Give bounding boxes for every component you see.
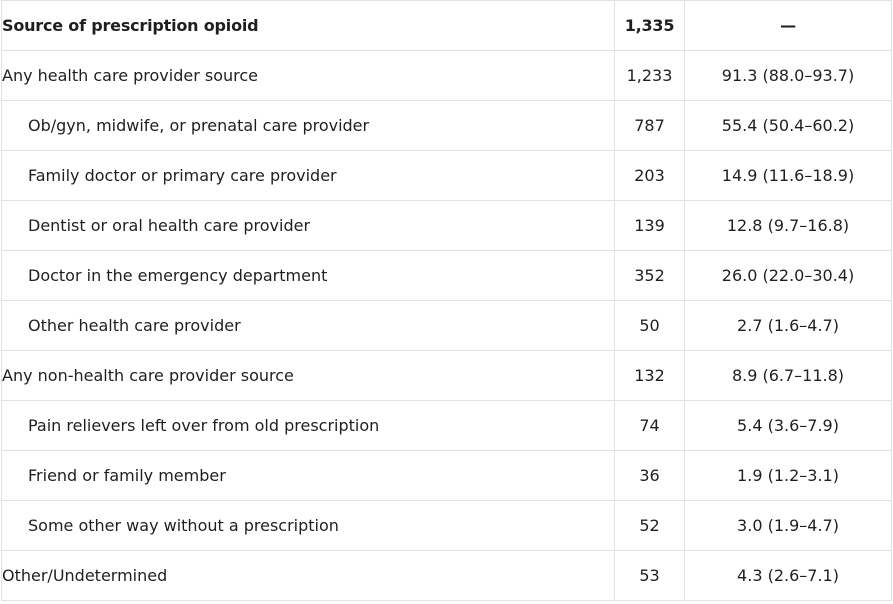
- row-count: 52: [614, 500, 685, 551]
- row-count: 203: [614, 150, 685, 201]
- table-row: Any non-health care provider source 132 …: [1, 350, 892, 401]
- row-label: Other health care provider: [1, 300, 615, 351]
- table-row: Family doctor or primary care provider 2…: [1, 150, 892, 201]
- table-row: Any health care provider source 1,233 91…: [1, 50, 892, 101]
- row-label: Friend or family member: [1, 450, 615, 501]
- row-label: Any non-health care provider source: [1, 350, 615, 401]
- row-count: 352: [614, 250, 685, 301]
- row-percent: 55.4 (50.4–60.2): [684, 100, 892, 151]
- row-percent: 26.0 (22.0–30.4): [684, 250, 892, 301]
- row-count: 74: [614, 400, 685, 451]
- row-label: Pain relievers left over from old prescr…: [1, 400, 615, 451]
- row-count: 139: [614, 200, 685, 251]
- table-row: Pain relievers left over from old prescr…: [1, 400, 892, 451]
- row-percent: 2.7 (1.6–4.7): [684, 300, 892, 351]
- row-count: 36: [614, 450, 685, 501]
- row-label: Source of prescription opioid: [1, 0, 615, 51]
- row-label: Family doctor or primary care provider: [1, 150, 615, 201]
- table-row: Friend or family member 36 1.9 (1.2–3.1): [1, 450, 892, 501]
- row-percent: 14.9 (11.6–18.9): [684, 150, 892, 201]
- row-label: Doctor in the emergency department: [1, 250, 615, 301]
- row-percent: —: [684, 0, 892, 51]
- row-count: 787: [614, 100, 685, 151]
- row-label: Some other way without a prescription: [1, 500, 615, 551]
- row-label: Any health care provider source: [1, 50, 615, 101]
- table-row: Other/Undetermined 53 4.3 (2.6–7.1): [1, 550, 892, 601]
- table-row: Some other way without a prescription 52…: [1, 500, 892, 551]
- row-count: 132: [614, 350, 685, 401]
- table-row: Other health care provider 50 2.7 (1.6–4…: [1, 300, 892, 351]
- row-count: 1,335: [614, 0, 685, 51]
- row-label: Dentist or oral health care provider: [1, 200, 615, 251]
- table-row: Dentist or oral health care provider 139…: [1, 200, 892, 251]
- row-count: 50: [614, 300, 685, 351]
- row-percent: 8.9 (6.7–11.8): [684, 350, 892, 401]
- row-percent: 91.3 (88.0–93.7): [684, 50, 892, 101]
- table-row: Ob/gyn, midwife, or prenatal care provid…: [1, 100, 892, 151]
- row-percent: 5.4 (3.6–7.9): [684, 400, 892, 451]
- table-row: Doctor in the emergency department 352 2…: [1, 250, 892, 301]
- row-count: 1,233: [614, 50, 685, 101]
- row-percent: 3.0 (1.9–4.7): [684, 500, 892, 551]
- table-row-header: Source of prescription opioid 1,335 —: [1, 0, 892, 51]
- row-label: Other/Undetermined: [1, 550, 615, 601]
- row-percent: 1.9 (1.2–3.1): [684, 450, 892, 501]
- row-percent: 4.3 (2.6–7.1): [684, 550, 892, 601]
- row-label: Ob/gyn, midwife, or prenatal care provid…: [1, 100, 615, 151]
- row-count: 53: [614, 550, 685, 601]
- row-percent: 12.8 (9.7–16.8): [684, 200, 892, 251]
